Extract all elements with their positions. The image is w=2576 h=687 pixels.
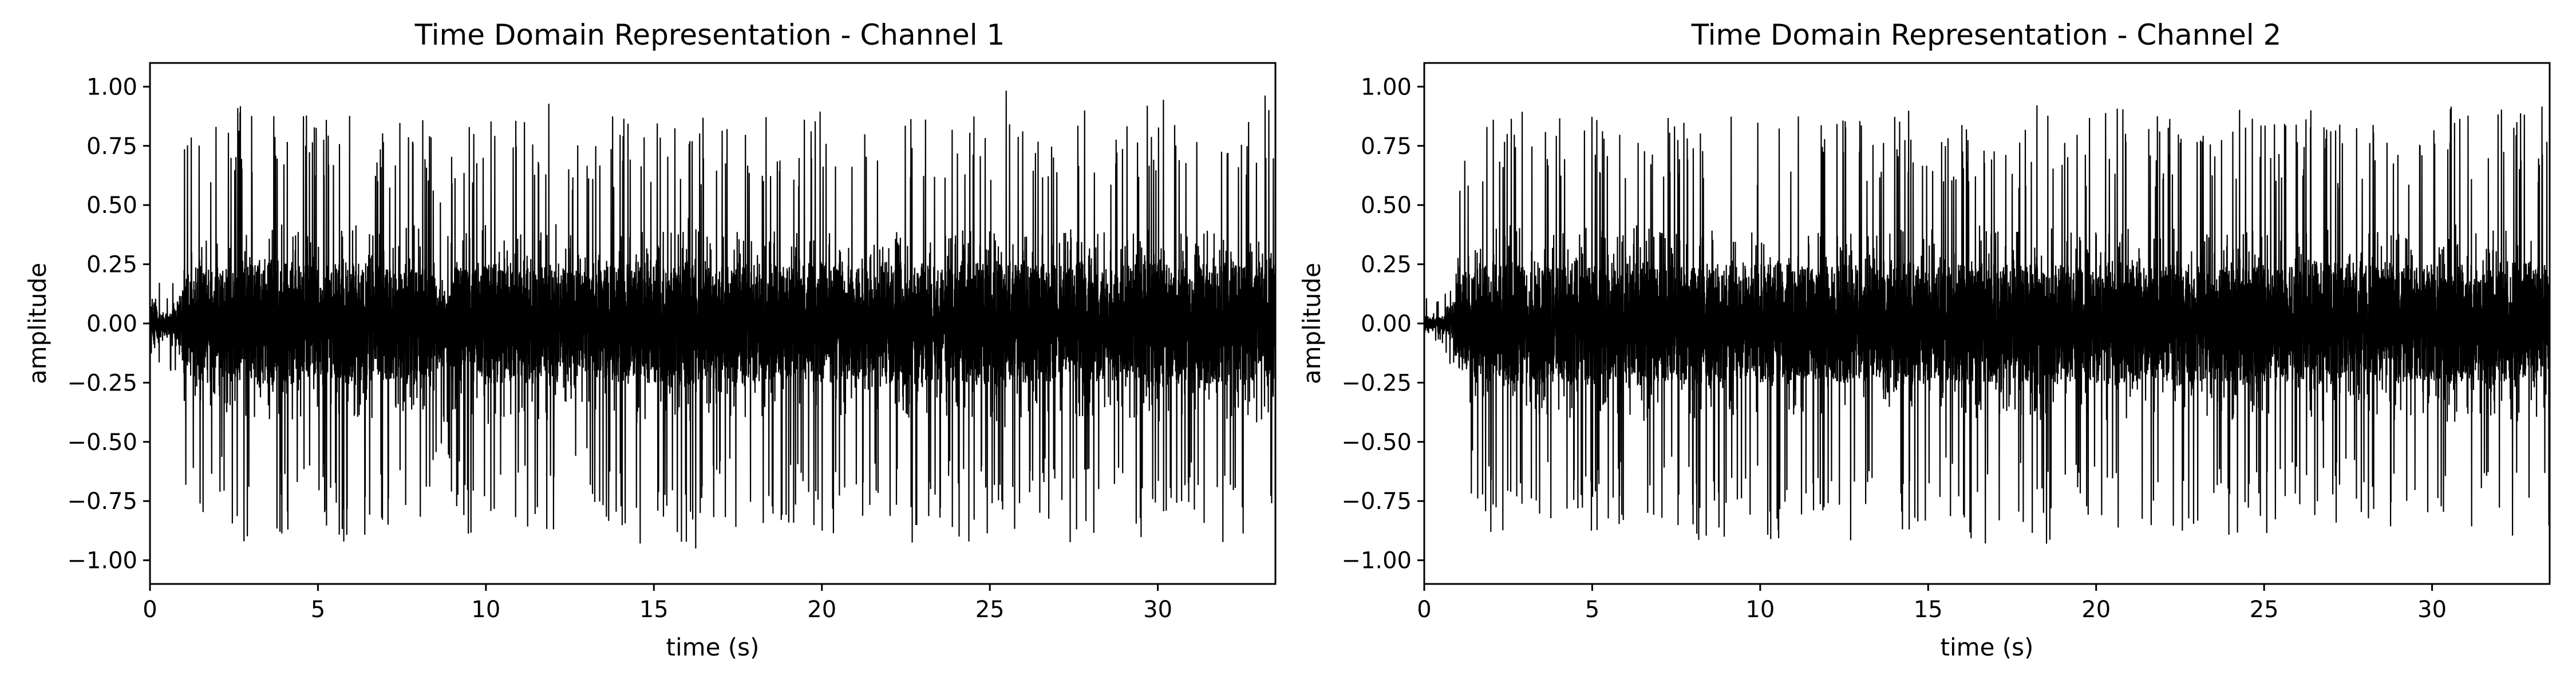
chart-title: Time Domain Representation - Channel 1 bbox=[414, 18, 1005, 52]
x-tick-label: 30 bbox=[2417, 597, 2447, 623]
chart-title: Time Domain Representation - Channel 2 bbox=[1691, 18, 2282, 52]
y-axis: −1.00 −0.75 −0.50 −0.25 0.00 0.25 0.50 0.75 1.00 bbox=[67, 74, 150, 574]
x-tick-label: 15 bbox=[639, 597, 669, 623]
x-tick-label: 25 bbox=[2250, 597, 2279, 623]
series-line-channel-1 bbox=[150, 90, 1275, 549]
y-tick-label: −1.00 bbox=[1341, 548, 1412, 574]
y-tick-label: −0.25 bbox=[1341, 370, 1412, 396]
y-tick-label: −0.75 bbox=[67, 488, 137, 515]
y-axis-label: amplitude bbox=[23, 263, 52, 384]
x-axis: 0 5 10 15 20 25 30 bbox=[1417, 584, 2447, 623]
y-tick-label: 0.75 bbox=[86, 133, 137, 160]
y-tick-label: −0.50 bbox=[1341, 429, 1412, 456]
plot-area bbox=[150, 90, 1275, 549]
plot-area bbox=[1424, 105, 2550, 544]
y-tick-label: 0.50 bbox=[1361, 192, 1412, 219]
y-tick-label: 1.00 bbox=[86, 74, 137, 100]
x-tick-label: 0 bbox=[143, 597, 157, 623]
y-tick-label: −1.00 bbox=[67, 548, 137, 574]
y-tick-label: 0.25 bbox=[86, 252, 137, 278]
y-tick-label: 0.50 bbox=[86, 192, 137, 219]
x-axis-label: time (s) bbox=[1941, 633, 2034, 661]
x-tick-label: 5 bbox=[1585, 597, 1599, 623]
series-line-channel-2 bbox=[1424, 105, 2550, 544]
x-tick-label: 10 bbox=[1745, 597, 1775, 623]
y-tick-label: 0.25 bbox=[1361, 252, 1412, 278]
x-tick-label: 10 bbox=[471, 597, 500, 623]
x-axis: 0 5 10 15 20 25 30 bbox=[143, 584, 1172, 623]
x-axis-label: time (s) bbox=[666, 633, 760, 661]
y-tick-label: 0.00 bbox=[1361, 311, 1412, 337]
chart-panel-channel-2: Time Domain Representation - Channel 2 0… bbox=[1298, 18, 2551, 661]
y-tick-label: −0.25 bbox=[67, 370, 137, 396]
y-tick-label: 0.00 bbox=[86, 311, 137, 337]
y-tick-label: −0.50 bbox=[67, 429, 137, 456]
x-tick-label: 30 bbox=[1143, 597, 1172, 623]
y-tick-label: −0.75 bbox=[1341, 488, 1412, 515]
y-tick-label: 1.00 bbox=[1361, 74, 1412, 100]
x-tick-label: 5 bbox=[311, 597, 325, 623]
y-tick-label: 0.75 bbox=[1361, 133, 1412, 160]
x-tick-label: 25 bbox=[975, 597, 1005, 623]
x-tick-label: 20 bbox=[807, 597, 836, 623]
x-tick-label: 0 bbox=[1417, 597, 1431, 623]
chart-panel-channel-1: Time Domain Representation - Channel 1 0… bbox=[23, 18, 1277, 661]
x-tick-label: 15 bbox=[1914, 597, 1943, 623]
x-tick-label: 20 bbox=[2081, 597, 2111, 623]
y-axis: −1.00 −0.75 −0.50 −0.25 0.00 0.25 0.50 0.75 1.00 bbox=[1341, 74, 1424, 574]
y-axis-label: amplitude bbox=[1298, 263, 1326, 384]
